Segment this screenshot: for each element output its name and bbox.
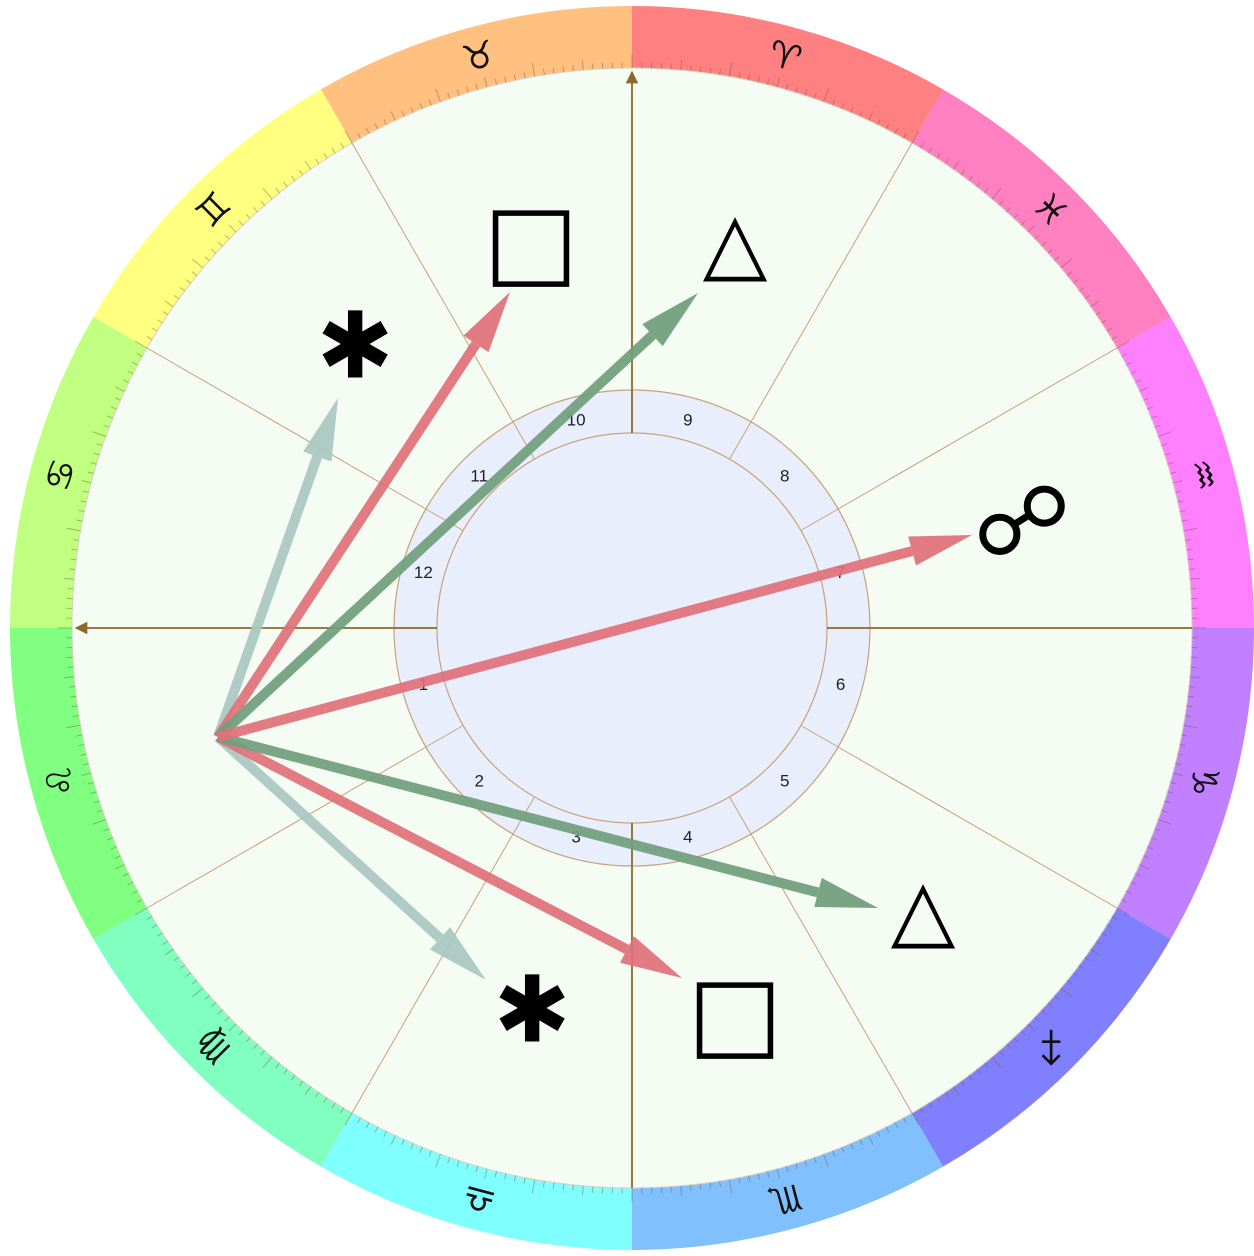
aspect-glyph-sextile: ✱ (493, 957, 570, 1064)
aspect-glyph-square: □ (484, 182, 578, 299)
degree-tick (573, 65, 574, 71)
house-number-2: 2 (475, 772, 484, 791)
degree-tick (691, 65, 692, 71)
degree-tick (69, 687, 75, 688)
degree-tick (1189, 687, 1195, 688)
aspect-glyph-trine: △ (703, 193, 768, 291)
house-number-8: 8 (780, 466, 789, 485)
house-number-6: 6 (836, 675, 845, 694)
degree-tick (69, 569, 75, 570)
aspect-glyph-trine: △ (891, 860, 956, 958)
degree-tick (1189, 569, 1195, 570)
degree-tick (573, 1185, 574, 1191)
degree-tick (691, 1185, 692, 1191)
house-number-9: 9 (683, 410, 692, 429)
house-number-12: 12 (414, 563, 433, 582)
house-number-4: 4 (683, 828, 692, 847)
aspect-glyph-square: □ (688, 954, 782, 1071)
house-number-5: 5 (780, 772, 789, 791)
house-number-11: 11 (470, 466, 488, 485)
aspect-glyph-opposition: ☍ (973, 466, 1070, 578)
aspect-glyph-sextile: ✱ (316, 293, 393, 400)
